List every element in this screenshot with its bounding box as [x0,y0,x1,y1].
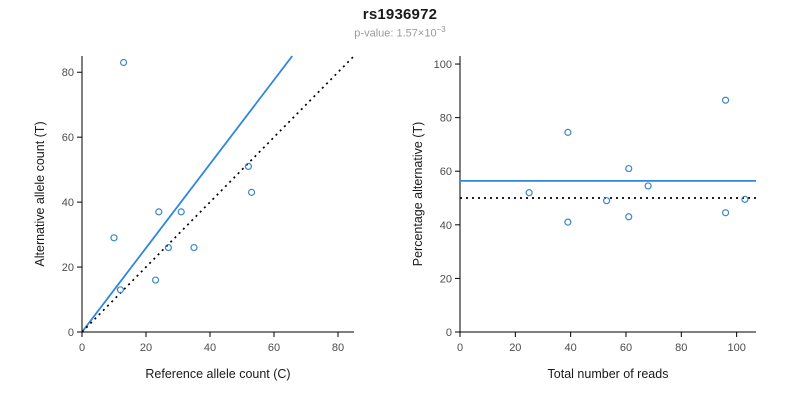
identity-line [81,55,355,333]
allele-count-scatter-plot: 0 20 40 60 80 0 20 40 60 80 Reference allele count… [32,42,366,399]
data-point [741,195,749,203]
y-tick-label: 40 [62,197,74,209]
data-point [177,207,185,216]
data-point [244,162,252,170]
x-tick-label: 60 [620,342,632,354]
data-point [564,128,572,136]
plot-header: rs1936972 p-value: 1.57×10−3 [0,0,800,40]
data-point [248,188,256,196]
y-tick-label: 100 [434,59,452,71]
y-tick-label: 20 [62,262,74,274]
data-point [644,182,652,190]
x-axis-label: Reference allele count (C) [145,367,290,381]
data-point [721,208,730,217]
scatter-svg: 0 20 40 60 80 0 20 40 60 80 Reference allele count… [33,55,355,381]
y-tick-label: 80 [62,67,74,79]
scatter-svg: 0 20 40 60 80 100 0 20 40 60 80 100 Total number of … [411,55,756,381]
plot-subtitle: p-value: 1.57×10−3 [0,25,800,40]
charts-row: 0 20 40 60 80 0 20 40 60 80 Reference allele count… [0,42,800,399]
data-point [564,218,572,226]
x-tick-label: 0 [79,342,85,354]
y-tick-label: 0 [68,327,74,339]
y-tick-label: 60 [62,132,74,144]
data-point [151,276,160,284]
x-axis-label: Total number of reads [548,367,669,381]
y-tick-label: 60 [440,166,452,178]
p-value-text: p-value: 1.57×10 [354,27,437,40]
plot-title: rs1936972 [362,6,438,23]
data-point [164,243,172,251]
x-tick-label: 20 [509,342,521,354]
y-tick-label: 40 [440,219,452,231]
x-tick-label: 0 [457,342,463,354]
data-point [721,96,730,104]
x-tick-label: 100 [727,342,745,354]
x-tick-label: 60 [268,342,280,354]
x-tick-label: 20 [140,342,152,354]
y-axis-label: Alternative allele count (T) [33,121,47,266]
y-tick-label: 20 [440,273,452,285]
fit-line [81,55,293,333]
data-point [525,188,533,196]
x-tick-label: 80 [675,342,687,354]
data-point [116,285,125,294]
data-point [603,196,611,204]
data-point [110,233,118,242]
data-point [119,58,128,66]
reads-percentage-scatter-plot: 0 20 40 60 80 100 0 20 40 60 80 100 Total number of … [410,42,768,399]
data-point [625,212,633,221]
data-point [155,207,163,216]
y-tick-label: 80 [440,112,452,124]
x-tick-label: 40 [565,342,577,354]
x-tick-label: 40 [204,342,216,354]
p-value-exponent: −3 [436,25,446,34]
data-point [625,164,633,172]
y-tick-label: 0 [446,327,452,339]
x-tick-label: 80 [332,342,344,354]
data-point [190,243,198,251]
y-axis-label: Percentage alternative (T) [411,121,425,266]
